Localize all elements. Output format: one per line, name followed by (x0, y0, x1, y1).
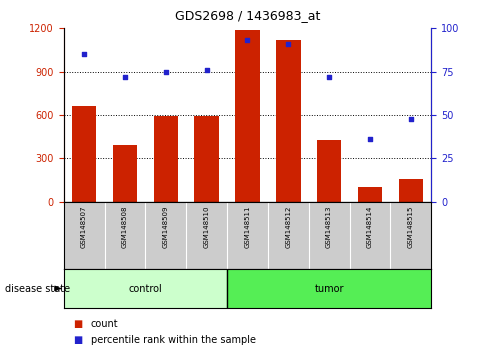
Bar (235, 30, 260, 202)
Text: GSM148514: GSM148514 (367, 205, 373, 247)
Text: disease state: disease state (5, 284, 70, 293)
Point (80, 51, 88, 57)
Text: count: count (91, 319, 118, 329)
Bar (153, 116, 178, 202)
Bar (64, 269, 227, 308)
Bar (227, 269, 431, 308)
Text: GSM148508: GSM148508 (122, 205, 128, 248)
Text: GSM148512: GSM148512 (285, 205, 291, 247)
Point (366, 137, 374, 142)
Bar (317, 139, 342, 202)
Point (284, 41, 292, 47)
Text: GSM148510: GSM148510 (204, 205, 210, 248)
Point (162, 69, 170, 75)
Bar (276, 40, 300, 202)
Point (407, 116, 415, 121)
Bar (358, 187, 382, 202)
Text: GSM148513: GSM148513 (326, 205, 332, 248)
Text: control: control (128, 284, 162, 293)
Text: GDS2698 / 1436983_at: GDS2698 / 1436983_at (175, 9, 320, 22)
Text: GSM148509: GSM148509 (163, 205, 169, 248)
Bar (72, 106, 97, 202)
Text: GSM148515: GSM148515 (408, 205, 414, 247)
Bar (195, 116, 219, 202)
Text: GSM148507: GSM148507 (81, 205, 87, 248)
Text: GSM148511: GSM148511 (245, 205, 250, 248)
Point (203, 67, 211, 73)
Text: ■: ■ (74, 335, 83, 345)
Point (244, 38, 251, 43)
Point (325, 74, 333, 80)
Point (121, 74, 129, 80)
Text: ■: ■ (74, 319, 83, 329)
Bar (113, 145, 137, 202)
Text: percentile rank within the sample: percentile rank within the sample (91, 335, 256, 345)
Bar (398, 179, 423, 202)
Text: tumor: tumor (315, 284, 344, 293)
